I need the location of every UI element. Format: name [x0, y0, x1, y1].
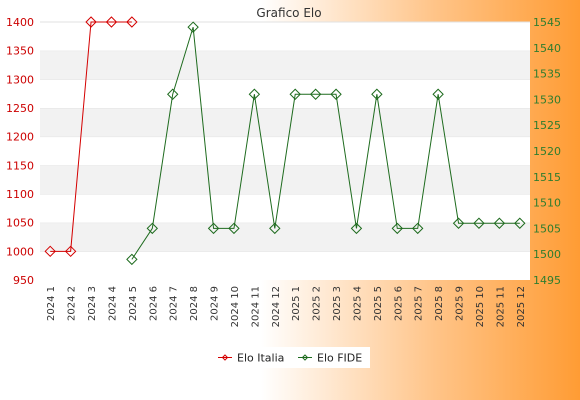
y-right-tick-label: 1505 [533, 222, 561, 235]
grid-band [40, 79, 530, 108]
x-tick-label: 2025 8 [434, 286, 445, 321]
y-right-tick-label: 1500 [533, 248, 561, 261]
data-point-elo-italia [44, 245, 56, 258]
data-point-elo-fide [493, 217, 506, 229]
data-point-elo-fide [228, 222, 240, 235]
y-right-tick-label: 1545 [533, 16, 561, 29]
x-tick-label: 2025 6 [393, 286, 404, 321]
x-tick-label: 2024 12 [271, 286, 282, 327]
x-tick-label: 2024 5 [128, 286, 139, 321]
y-left-tick-label: 1150 [6, 159, 34, 172]
grid-band [40, 165, 530, 194]
data-point-elo-fide [412, 222, 424, 235]
y-axis-left: 950 1000 1050 1100 1150 1200 1250 1300 1350 1400 [6, 16, 34, 287]
series-line-elo-italia [50, 21, 132, 252]
x-tick-label: 2025 7 [414, 286, 425, 321]
y-left-tick-label: 1200 [6, 131, 34, 144]
data-point-elo-fide [473, 217, 485, 229]
data-point-elo-fide [146, 222, 158, 235]
x-tick-label: 2024 6 [148, 286, 159, 321]
grid-band [40, 194, 530, 223]
x-tick-label: 2025 9 [455, 286, 466, 321]
legend-marker-elo-italia [221, 354, 229, 361]
y-right-tick-label: 1495 [533, 274, 561, 287]
data-point-elo-fide [269, 222, 281, 235]
data-point-elo-fide [432, 88, 444, 100]
y-left-tick-label: 1100 [6, 188, 34, 201]
x-tick-label: 2024 11 [250, 286, 261, 327]
data-point-elo-fide [187, 21, 199, 33]
x-tick-label: 2025 12 [516, 286, 527, 327]
y-axis-right: 1495 1500 1505 1510 1515 1520 1525 1530 1535 1540… [533, 16, 561, 287]
y-left-tick-label: 1300 [6, 73, 34, 86]
data-point-elo-fide [350, 222, 363, 235]
y-left-tick-label: 1250 [6, 102, 34, 115]
x-tick-label: 2025 1 [291, 286, 302, 321]
x-tick-label: 2024 9 [210, 286, 221, 321]
legend-box [210, 347, 370, 368]
x-tick-label: 2025 3 [332, 286, 343, 321]
grid-band [40, 22, 530, 51]
y-right-tick-label: 1525 [533, 119, 561, 132]
grid-band [40, 108, 530, 137]
legend-label-elo-fide: Elo FIDE [317, 352, 362, 365]
data-point-elo-fide [391, 222, 403, 235]
chart-title: Grafico Elo [256, 6, 321, 20]
x-tick-label: 2024 7 [169, 286, 180, 321]
x-axis: 2024 1 2024 2 2024 3 2024 4 2024 5 2024 6 2024… [46, 286, 527, 327]
grid-band [40, 222, 530, 252]
data-point-elo-fide [207, 222, 220, 235]
data-point-elo-fide [289, 88, 301, 100]
series-layer [44, 16, 526, 266]
data-point-elo-fide [248, 88, 261, 100]
x-tick-label: 2025 11 [495, 286, 506, 327]
plot-background [40, 21, 530, 280]
data-point-elo-fide [330, 88, 342, 100]
x-tick-label: 2025 4 [352, 286, 363, 321]
y-right-tick-label: 1515 [533, 171, 561, 184]
y-left-tick-label: 1350 [6, 45, 34, 58]
legend-label-elo-italia: Elo Italia [237, 352, 284, 365]
data-point-elo-italia [126, 16, 138, 28]
series-elo-fide [126, 21, 526, 266]
y-left-tick-label: 950 [13, 274, 34, 287]
data-point-elo-fide [309, 88, 322, 100]
legend: Elo Italia Elo FIDE [210, 347, 370, 368]
x-tick-label: 2024 4 [107, 286, 118, 321]
y-right-tick-label: 1540 [533, 42, 561, 55]
data-point-elo-fide [167, 88, 179, 100]
data-point-elo-italia [64, 245, 77, 258]
x-tick-label: 2025 2 [312, 286, 323, 321]
y-right-tick-label: 1535 [533, 68, 561, 81]
y-left-tick-label: 1050 [6, 217, 34, 230]
x-tick-label: 2024 3 [87, 286, 98, 321]
x-tick-label: 2024 8 [189, 286, 200, 321]
data-point-elo-fide [452, 217, 465, 229]
x-tick-label: 2024 1 [46, 286, 57, 321]
x-tick-label: 2024 10 [230, 286, 241, 327]
data-point-elo-italia [85, 16, 97, 28]
grid-band [40, 50, 530, 80]
series-line-elo-fide [131, 27, 520, 260]
data-point-elo-fide [514, 217, 526, 229]
series-elo-italia [44, 16, 138, 258]
data-point-elo-fide [126, 253, 138, 266]
data-point-elo-fide [371, 88, 383, 100]
data-point-elo-italia [105, 16, 118, 28]
x-tick-label: 2025 5 [373, 286, 384, 321]
y-right-tick-label: 1530 [533, 93, 561, 106]
y-left-tick-label: 1400 [6, 16, 34, 29]
grid-band [40, 251, 530, 280]
legend-marker-elo-fide [301, 354, 309, 361]
x-tick-label: 2025 10 [475, 286, 486, 327]
y-right-tick-label: 1510 [533, 197, 561, 210]
y-right-tick-label: 1520 [533, 145, 561, 158]
y-left-tick-label: 1000 [6, 245, 34, 258]
x-tick-label: 2024 2 [67, 286, 78, 321]
